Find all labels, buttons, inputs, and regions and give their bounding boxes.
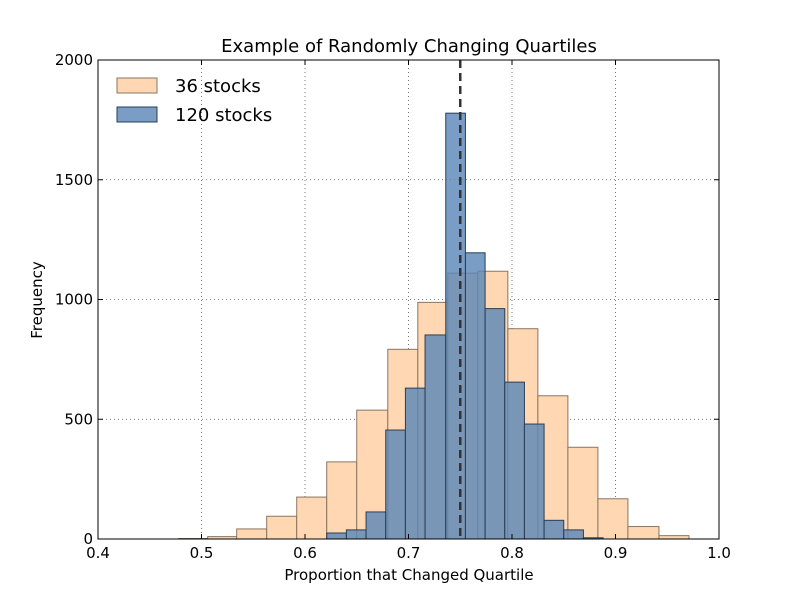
legend: 36 stocks 120 stocks [117, 76, 272, 126]
histogram-bar [628, 527, 659, 539]
bars-layer [179, 113, 689, 539]
x-tick-label: 0.8 [500, 544, 524, 562]
legend-swatch [117, 107, 157, 122]
histogram-bar [485, 309, 505, 539]
legend-label: 36 stocks [175, 76, 261, 97]
histogram-bar [366, 512, 386, 539]
histogram-bar [386, 430, 406, 539]
y-tick-label: 2000 [55, 51, 93, 69]
histogram-bar [327, 462, 357, 539]
histogram-bar [267, 516, 297, 539]
x-tick-label: 0.9 [604, 544, 628, 562]
histogram-bar [446, 113, 466, 539]
histogram-bar [564, 530, 584, 539]
y-axis-label: Frequency [28, 261, 46, 339]
x-axis-label: Proportion that Changed Quartile [284, 566, 533, 584]
legend-label: 120 stocks [175, 105, 272, 126]
histogram-bar [425, 335, 446, 539]
x-tick-label: 0.7 [397, 544, 421, 562]
y-tick-label: 1500 [55, 171, 93, 189]
y-tick-label: 500 [64, 410, 93, 428]
histogram-bar [568, 447, 598, 539]
x-tick-label: 1.0 [707, 544, 731, 562]
histogram-bar [505, 382, 525, 539]
histogram-bar [405, 388, 425, 539]
legend-swatch [117, 78, 157, 93]
histogram-bar [544, 520, 564, 539]
histogram-bar [346, 530, 366, 539]
histogram-bar [524, 424, 544, 539]
histogram-bar [659, 536, 689, 539]
chart-title: Example of Randomly Changing Quartiles [221, 36, 597, 57]
y-tick-label: 0 [83, 530, 93, 548]
x-tick-label: 0.6 [293, 544, 317, 562]
x-tick-label: 0.5 [190, 544, 214, 562]
histogram-bar [297, 497, 327, 539]
histogram-bar [465, 253, 485, 539]
y-tick-label: 1000 [55, 291, 93, 309]
histogram-bar [237, 529, 267, 539]
histogram-bar [598, 499, 628, 539]
histogram-bar [327, 533, 347, 539]
